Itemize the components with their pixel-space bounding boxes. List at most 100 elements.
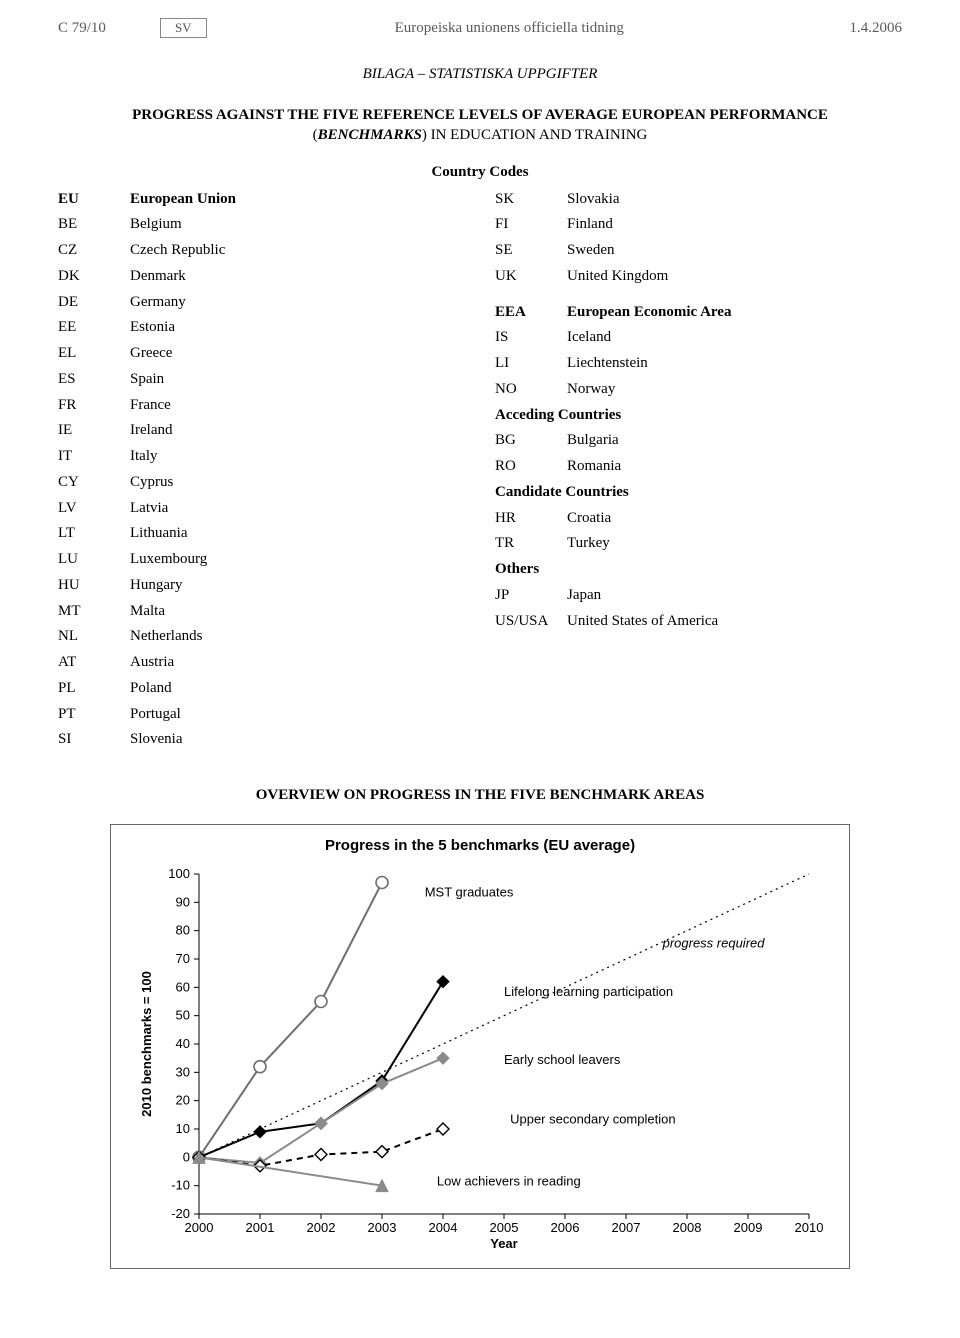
svg-text:2007: 2007 <box>612 1220 641 1235</box>
country-code: CZ <box>58 238 130 264</box>
country-name: Malta <box>130 599 465 625</box>
code-row: HRCroatia <box>495 506 902 532</box>
group-heading: Candidate Countries <box>495 480 902 506</box>
country-code: FR <box>58 393 130 419</box>
country-name: Japan <box>567 583 902 609</box>
country-name: Luxembourg <box>130 547 465 573</box>
country-name: Denmark <box>130 264 465 290</box>
svg-text:100: 100 <box>168 866 190 881</box>
code-row: PTPortugal <box>58 702 465 728</box>
country-name: Norway <box>567 377 902 403</box>
code-row: CYCyprus <box>58 470 465 496</box>
country-name: Estonia <box>130 315 465 341</box>
code-row: DKDenmark <box>58 264 465 290</box>
page-header: C 79/10 SV Europeiska unionens officiell… <box>58 18 902 38</box>
country-code: EU <box>58 187 130 213</box>
codes-right-col: SKSlovakiaFIFinlandSESwedenUKUnited King… <box>495 187 902 754</box>
country-name: European Union <box>130 187 465 213</box>
svg-text:50: 50 <box>176 1008 190 1023</box>
country-name: Spain <box>130 367 465 393</box>
country-name: Croatia <box>567 506 902 532</box>
country-name: Slovenia <box>130 727 465 753</box>
code-row: EEAEuropean Economic Area <box>495 300 902 326</box>
country-name: Ireland <box>130 418 465 444</box>
country-name: Romania <box>567 454 902 480</box>
benchmark-chart: -20-100102030405060708090100200020012002… <box>121 860 839 1260</box>
code-row: TRTurkey <box>495 531 902 557</box>
publish-date: 1.4.2006 <box>812 20 902 37</box>
country-code: PL <box>58 676 130 702</box>
country-name: Portugal <box>130 702 465 728</box>
country-name: Sweden <box>567 238 902 264</box>
chart-title: Progress in the 5 benchmarks (EU average… <box>121 837 839 854</box>
country-name: Finland <box>567 212 902 238</box>
code-row: LTLithuania <box>58 521 465 547</box>
country-name: Slovakia <box>567 187 902 213</box>
code-row: BGBulgaria <box>495 428 902 454</box>
svg-text:60: 60 <box>176 979 190 994</box>
codes-left-table: EUEuropean UnionBEBelgiumCZCzech Republi… <box>58 187 465 754</box>
svg-text:Year: Year <box>490 1236 517 1251</box>
code-row: HUHungary <box>58 573 465 599</box>
country-code: IE <box>58 418 130 444</box>
code-row: SKSlovakia <box>495 187 902 213</box>
country-code: EE <box>58 315 130 341</box>
main-title-suffix: ) IN EDUCATION AND TRAINING <box>422 127 648 143</box>
svg-text:10: 10 <box>176 1121 190 1136</box>
country-name: Greece <box>130 341 465 367</box>
code-row: ESSpain <box>58 367 465 393</box>
country-code: RO <box>495 454 567 480</box>
country-name: United Kingdom <box>567 264 902 290</box>
country-code: JP <box>495 583 567 609</box>
svg-text:progress required: progress required <box>662 936 766 951</box>
code-row: RORomania <box>495 454 902 480</box>
code-row: JPJapan <box>495 583 902 609</box>
code-row: US/USAUnited States of America <box>495 609 902 635</box>
country-code: FI <box>495 212 567 238</box>
country-code: MT <box>58 599 130 625</box>
country-code: LI <box>495 351 567 377</box>
country-codes-heading: Country Codes <box>58 164 902 181</box>
country-name: Liechtenstein <box>567 351 902 377</box>
svg-text:Lifelong learning participatio: Lifelong learning participation <box>504 984 673 999</box>
journal-title: Europeiska unionens officiella tidning <box>207 20 812 37</box>
country-code: CY <box>58 470 130 496</box>
country-name: Turkey <box>567 531 902 557</box>
svg-text:40: 40 <box>176 1036 190 1051</box>
country-name: France <box>130 393 465 419</box>
code-row: EUEuropean Union <box>58 187 465 213</box>
svg-text:2008: 2008 <box>673 1220 702 1235</box>
code-row: DEGermany <box>58 290 465 316</box>
country-code: UK <box>495 264 567 290</box>
code-row: CZCzech Republic <box>58 238 465 264</box>
country-name: Netherlands <box>130 624 465 650</box>
country-code: DK <box>58 264 130 290</box>
country-name: United States of America <box>567 609 902 635</box>
annex-heading: BILAGA – STATISTISKA UPPGIFTER <box>58 66 902 83</box>
overview-heading: OVERVIEW ON PROGRESS IN THE FIVE BENCHMA… <box>58 787 902 804</box>
country-code: TR <box>495 531 567 557</box>
country-code: EEA <box>495 300 567 326</box>
country-code: HR <box>495 506 567 532</box>
country-name: Hungary <box>130 573 465 599</box>
codes-left-col: EUEuropean UnionBEBelgiumCZCzech Republi… <box>58 187 465 754</box>
country-code: IT <box>58 444 130 470</box>
country-name: European Economic Area <box>567 300 902 326</box>
code-row: ISIceland <box>495 325 902 351</box>
svg-text:Upper secondary completion: Upper secondary completion <box>510 1111 675 1126</box>
country-name: Bulgaria <box>567 428 902 454</box>
country-code: IS <box>495 325 567 351</box>
svg-text:90: 90 <box>176 894 190 909</box>
country-code: LT <box>58 521 130 547</box>
lang-box: SV <box>160 18 207 38</box>
code-row: ITItaly <box>58 444 465 470</box>
country-code: LU <box>58 547 130 573</box>
country-code: SK <box>495 187 567 213</box>
code-row: SISlovenia <box>58 727 465 753</box>
code-row: FIFinland <box>495 212 902 238</box>
main-title-benchmarks: BENCHMARKS <box>318 127 422 143</box>
code-row: NONorway <box>495 377 902 403</box>
code-row: SESweden <box>495 238 902 264</box>
svg-text:2005: 2005 <box>490 1220 519 1235</box>
group-heading: Acceding Countries <box>495 403 902 429</box>
